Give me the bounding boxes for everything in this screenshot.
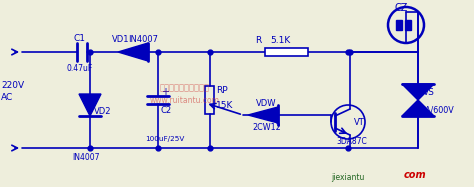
Text: VT: VT <box>354 117 365 126</box>
Text: 100uF/25V: 100uF/25V <box>145 136 184 142</box>
Text: 15K: 15K <box>216 100 233 110</box>
Text: CZ: CZ <box>394 3 408 13</box>
Text: 5.1K: 5.1K <box>270 36 290 45</box>
Text: IN4007: IN4007 <box>72 153 100 162</box>
Bar <box>265 48 308 56</box>
Bar <box>396 20 402 30</box>
Text: VDW: VDW <box>256 99 276 108</box>
Polygon shape <box>79 94 101 116</box>
Text: 杭州睿睿科技有限公司: 杭州睿睿科技有限公司 <box>160 84 210 93</box>
Text: VD1: VD1 <box>112 34 129 44</box>
Text: C2: C2 <box>161 105 172 114</box>
Text: 2CW12: 2CW12 <box>252 123 281 133</box>
Text: jiexiantu: jiexiantu <box>331 174 365 183</box>
Text: VD2: VD2 <box>94 107 111 116</box>
Text: AC: AC <box>1 93 13 102</box>
Text: www.ruitantu.com: www.ruitantu.com <box>150 96 220 105</box>
Text: +: + <box>161 87 169 97</box>
Text: IN4007: IN4007 <box>128 34 158 44</box>
Text: RP: RP <box>216 85 228 94</box>
Bar <box>405 20 411 30</box>
Polygon shape <box>402 84 434 100</box>
Polygon shape <box>402 100 434 116</box>
Text: C1: C1 <box>74 33 86 42</box>
Text: VS: VS <box>423 88 435 96</box>
Polygon shape <box>248 107 278 123</box>
Text: 6A/600V: 6A/600V <box>421 105 455 114</box>
Text: 3DA87C: 3DA87C <box>336 137 367 146</box>
Polygon shape <box>118 43 148 61</box>
Text: R: R <box>255 36 261 45</box>
Text: com: com <box>404 170 426 180</box>
Bar <box>206 86 215 114</box>
Text: 220V: 220V <box>1 80 24 90</box>
Text: 0.47uF: 0.47uF <box>67 64 93 73</box>
